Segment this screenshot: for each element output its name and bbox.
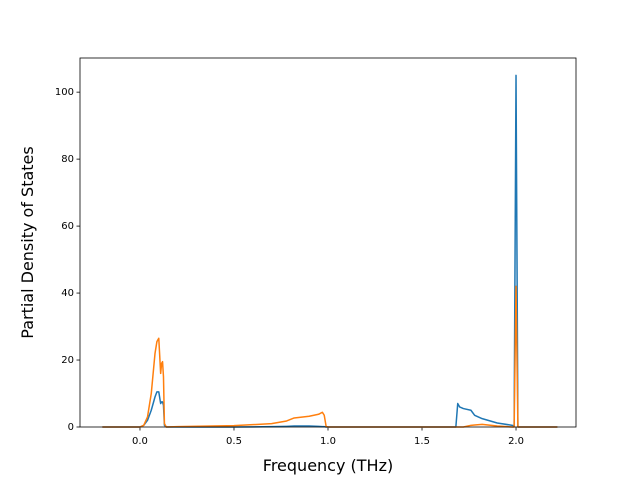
y-tick-label: 20 bbox=[61, 355, 74, 366]
x-tick-label: 2.0 bbox=[508, 436, 524, 447]
series-line bbox=[102, 74, 558, 428]
plot-frame bbox=[79, 57, 577, 428]
y-tick-label: 60 bbox=[61, 221, 74, 232]
y-axis-label: Partial Density of States bbox=[18, 146, 37, 338]
y-tick-label: 40 bbox=[61, 288, 74, 299]
series-line bbox=[102, 285, 558, 428]
y-tick-label: 0 bbox=[68, 422, 74, 433]
x-axis-label: Frequency (THz) bbox=[263, 456, 393, 475]
x-tick-label: 0.5 bbox=[226, 436, 242, 447]
x-tick-label: 1.0 bbox=[320, 436, 336, 447]
y-tick-label: 80 bbox=[61, 154, 74, 165]
x-tick-label: 0.0 bbox=[132, 436, 148, 447]
x-tick-label: 1.5 bbox=[414, 436, 430, 447]
y-tick-label: 100 bbox=[55, 87, 74, 98]
